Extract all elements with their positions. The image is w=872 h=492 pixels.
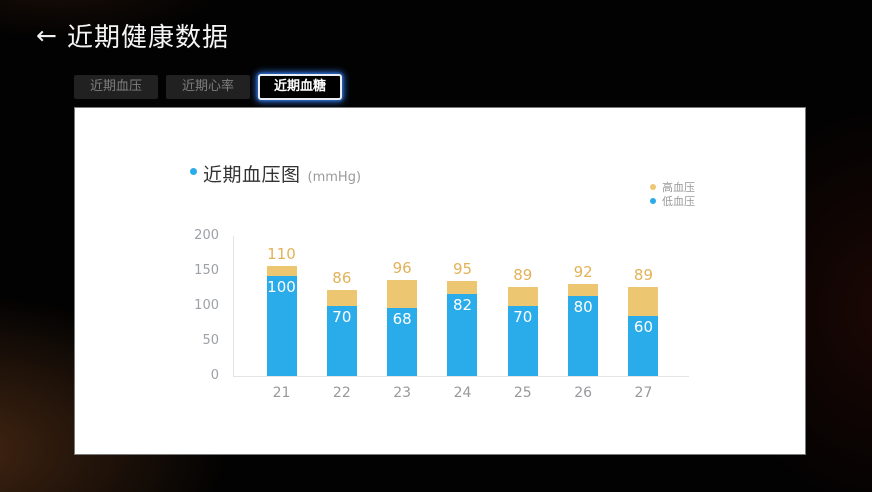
bar-low-segment [628,316,659,376]
bar-low-value-label: 60 [633,318,654,336]
legend-label: 低血压 [662,194,695,208]
legend-dot-icon [650,184,656,190]
x-axis-line [233,376,689,377]
x-axis-label: 24 [453,385,472,401]
bar-low-value-label: 100 [267,278,296,296]
bar-high-value-label: 86 [332,269,352,287]
chart-card: 近期血压图 (mmHg) 高血压 低血压 0 50 100 150 200 110 100 21… [74,107,806,455]
bar-low-segment [507,306,538,376]
x-axis-label: 21 [272,385,291,401]
bar-low-segment [447,294,478,376]
bar-low-segment [568,296,599,376]
bar-low-value-label: 68 [392,310,412,328]
bar-low-value-label: 70 [332,308,352,326]
x-axis-label: 27 [634,385,653,401]
legend-dot-icon [650,198,656,204]
chart-unit: (mmHg) [307,170,362,185]
bar-high-value-label: 92 [573,263,593,281]
bar-low-value-label: 82 [452,296,473,314]
legend-item: 低血压 [650,195,695,207]
tab-recent-blood-pressure[interactable]: 近期血压 [74,75,159,99]
header: ← 近期健康数据 [36,17,229,54]
bar-high-value-label: 110 [267,245,296,263]
bar-low-segment [266,276,297,376]
bar-high-value-label: 89 [513,266,533,284]
x-axis-label: 22 [332,385,351,401]
y-axis-tick-label: 50 [202,333,219,348]
y-axis-tick-label: 100 [194,298,219,313]
y-axis-tick-label: 150 [194,263,219,278]
tab-recent-blood-sugar[interactable]: 近期血糖 [258,74,343,100]
bar-low-value-label: 80 [573,298,593,316]
y-axis-line [233,236,234,376]
y-axis-tick-label: 200 [194,228,219,243]
tab-recent-heart-rate[interactable]: 近期心率 [166,75,251,99]
bar-high-value-label: 96 [392,259,412,277]
chart-title-row: 近期血压图 (mmHg) [203,160,361,187]
legend-item: 高血压 [650,181,695,193]
tab-bar: 近期血压 近期心率 近期血糖 [74,72,343,102]
bar-high-value-label: 89 [633,266,654,284]
chart-title: 近期血压图 [203,164,301,186]
bar-low-value-label: 70 [513,308,533,326]
legend-label: 高血压 [662,180,695,194]
chart-legend: 高血压 低血压 [650,181,695,207]
y-axis-tick-label: 0 [210,368,219,383]
x-axis-label: 25 [513,385,532,401]
bar-high-value-label: 95 [452,260,473,278]
page-title: 近期健康数据 [66,23,229,53]
title-bullet-icon [190,168,197,175]
bar-low-segment [326,306,357,376]
x-axis-label: 26 [574,385,593,401]
back-arrow-icon[interactable]: ← [36,21,57,50]
x-axis-label: 23 [393,385,412,401]
bar-low-segment [387,308,418,376]
